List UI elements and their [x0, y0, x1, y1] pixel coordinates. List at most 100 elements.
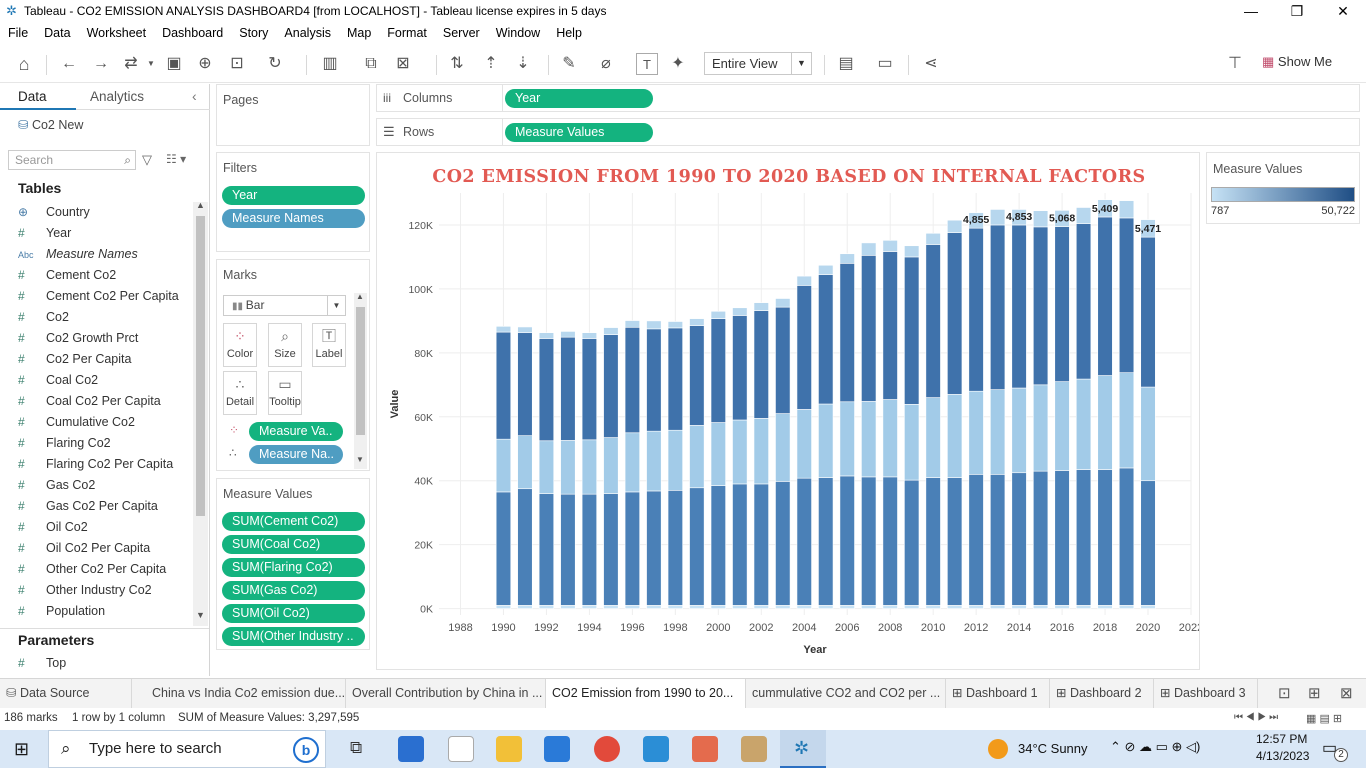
measure-pill[interactable]: SUM(Coal Co2): [222, 535, 365, 554]
marks-detail-button[interactable]: ∴ Detail: [223, 371, 257, 415]
filter-pill-measure-names[interactable]: Measure Names: [222, 209, 365, 228]
task-view-icon[interactable]: ⧉: [350, 738, 363, 757]
marks-color-button[interactable]: ⁘ Color: [223, 323, 257, 367]
measure-pill[interactable]: SUM(Gas Co2): [222, 581, 365, 600]
duplicate-icon[interactable]: ⧉: [365, 55, 377, 72]
tab-dashboard-1[interactable]: ⊞ Dashboard 1: [946, 679, 1050, 708]
format-painter-icon[interactable]: ⊤: [1228, 55, 1242, 72]
filters-card[interactable]: Filters Year Measure Names: [216, 152, 370, 252]
nav-first-icon[interactable]: ⏮ ◀ ▶ ⏭: [1234, 712, 1279, 723]
columns-pill-year[interactable]: Year: [505, 89, 653, 108]
chevron-down-icon[interactable]: ▼: [147, 59, 155, 68]
rows-pill-measure-values[interactable]: Measure Values: [505, 123, 653, 142]
close-button[interactable]: ✕: [1337, 3, 1349, 19]
share-icon[interactable]: ⋖: [924, 55, 938, 72]
field-item[interactable]: # Oil Co2: [18, 517, 88, 538]
measure-pill[interactable]: SUM(Flaring Co2): [222, 558, 365, 577]
view-mode-icon[interactable]: ▦ ▤ ⊞: [1306, 713, 1343, 725]
menu-format[interactable]: Format: [387, 26, 427, 40]
taskbar-search[interactable]: ⌕ Type here to search b: [48, 730, 326, 768]
measure-pill[interactable]: SUM(Oil Co2): [222, 604, 365, 623]
field-item[interactable]: # Flaring Co2: [18, 433, 111, 454]
field-item[interactable]: # Co2 Per Capita: [18, 349, 131, 370]
minimize-button[interactable]: —: [1244, 3, 1258, 19]
field-item[interactable]: # Flaring Co2 Per Capita: [18, 454, 173, 475]
menu-dashboard[interactable]: Dashboard: [162, 26, 224, 40]
field-item[interactable]: Abc Measure Names: [18, 244, 138, 265]
new-worksheet-icon[interactable]: ▥: [322, 55, 338, 72]
field-item[interactable]: # Co2: [18, 307, 69, 328]
vscode-icon[interactable]: [643, 736, 669, 762]
weather-text[interactable]: 34°C Sunny: [1018, 741, 1088, 756]
menu-worksheet[interactable]: Worksheet: [86, 26, 147, 40]
clock-time[interactable]: 12:57 PM: [1256, 732, 1308, 746]
sort-descending-icon[interactable]: ⇣: [516, 55, 530, 72]
mark-type-dropdown[interactable]: ▮▮ Bar ▼: [223, 295, 346, 316]
store-icon[interactable]: [398, 736, 424, 762]
columns-shelf[interactable]: iii Columns Year: [376, 84, 1360, 112]
notification-icon[interactable]: ▭: [1322, 740, 1338, 757]
field-item[interactable]: # Other Industry Co2: [18, 580, 152, 601]
field-item[interactable]: # Year: [18, 223, 71, 244]
pin-icon[interactable]: ✦: [671, 55, 685, 72]
restore-button[interactable]: ❐: [1290, 3, 1304, 19]
refresh-icon[interactable]: ↻: [268, 55, 282, 72]
marks-label-button[interactable]: 🅃 Label: [312, 323, 346, 367]
clock-date[interactable]: 4/13/2023: [1256, 749, 1310, 763]
field-item[interactable]: # Gas Co2 Per Capita: [18, 496, 158, 517]
new-datasource-icon[interactable]: ⊕: [198, 55, 212, 72]
collapse-icon[interactable]: ‹: [192, 88, 197, 104]
tableau-taskbar-button[interactable]: ✲: [780, 730, 826, 768]
save-icon[interactable]: ▣: [166, 55, 182, 72]
view-options-icon[interactable]: ☷ ▾: [166, 152, 187, 166]
file-icon[interactable]: [448, 736, 474, 762]
menu-analysis[interactable]: Analysis: [284, 26, 331, 40]
field-item[interactable]: ⊕ Country: [18, 202, 90, 223]
paint-icon[interactable]: [741, 736, 767, 762]
field-item[interactable]: # Population: [18, 601, 105, 622]
filter-icon[interactable]: ▽: [142, 152, 152, 167]
tab-sheet-active[interactable]: CO2 Emission from 1990 to 20...: [546, 679, 746, 708]
pages-card[interactable]: Pages: [216, 84, 370, 146]
redo-icon[interactable]: →: [93, 55, 109, 72]
field-item[interactable]: # Other Co2 Per Capita: [18, 559, 166, 580]
marks-size-button[interactable]: ⌕ Size: [268, 323, 302, 367]
tab-dashboard-3[interactable]: ⊞ Dashboard 3: [1154, 679, 1258, 708]
field-item[interactable]: # Cement Co2 Per Capita: [18, 286, 179, 307]
field-item[interactable]: # Coal Co2: [18, 370, 98, 391]
show-labels-icon[interactable]: T: [636, 53, 658, 75]
system-tray-icons[interactable]: ⌃ ⊘ ☁ ▭ ⊕ ◁): [1110, 739, 1201, 754]
tab-data-source[interactable]: ⛁ Data Source: [0, 679, 132, 708]
mail-icon[interactable]: [544, 736, 570, 762]
marks-pill-measure-names[interactable]: Measure Na..: [249, 445, 343, 464]
menu-file[interactable]: File: [8, 26, 29, 40]
file-explorer-icon[interactable]: [496, 736, 522, 762]
swap-icon[interactable]: ⇅: [450, 55, 464, 72]
field-item[interactable]: # Co2 Growth Prct: [18, 328, 138, 349]
menu-help[interactable]: Help: [556, 26, 582, 40]
menu-map[interactable]: Map: [346, 26, 372, 40]
new-worksheet-icon[interactable]: ⊡: [1278, 685, 1291, 702]
rows-shelf[interactable]: ☰ Rows Measure Values: [376, 118, 1360, 146]
new-dashboard-icon[interactable]: ⊞: [1308, 685, 1321, 702]
tab-sheet[interactable]: Overall Contribution by China in ...: [346, 679, 546, 708]
clear-sheet-icon[interactable]: ⊠: [396, 55, 410, 72]
group-icon[interactable]: ⌀: [601, 55, 611, 72]
measure-pill[interactable]: SUM(Cement Co2): [222, 512, 365, 531]
marks-pill-measure-values[interactable]: Measure Va..: [249, 422, 343, 441]
home-icon[interactable]: ⌂: [18, 54, 30, 74]
app-icon[interactable]: [692, 736, 718, 762]
fit-dropdown[interactable]: Entire View ▼: [704, 52, 812, 75]
replay-icon[interactable]: ⇄: [124, 55, 138, 72]
new-story-icon[interactable]: ⊠: [1340, 685, 1353, 702]
search-input[interactable]: Search ⌕: [8, 150, 136, 170]
sort-ascending-icon[interactable]: ⇡: [484, 55, 498, 72]
measure-pill[interactable]: SUM(Other Industry ..: [222, 627, 365, 646]
tab-analytics[interactable]: Analytics: [76, 84, 210, 110]
parameter-item[interactable]: # Top: [18, 653, 66, 674]
datasource-item[interactable]: ⛁ Co2 New: [18, 117, 83, 132]
chrome-icon[interactable]: [594, 736, 620, 762]
field-item[interactable]: # Cement Co2: [18, 265, 116, 286]
field-item[interactable]: # Coal Co2 Per Capita: [18, 391, 161, 412]
menu-story[interactable]: Story: [239, 26, 269, 40]
